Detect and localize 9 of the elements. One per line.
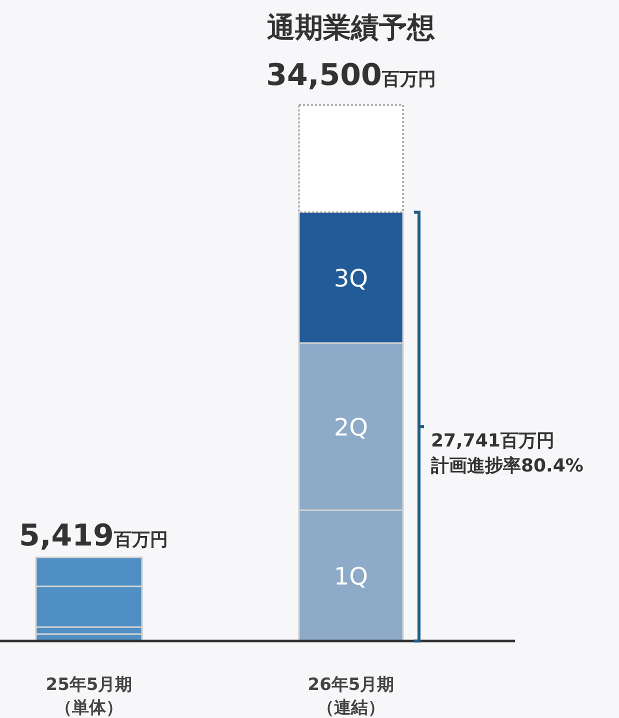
x-tick-label: 25年5月期（単体）: [46, 675, 132, 718]
series-label: 1Q: [334, 562, 368, 591]
text: 34,500百万円: [266, 58, 436, 93]
x-tick-label: 26年5月期（連結）: [308, 675, 394, 718]
series-label: 2Q: [334, 414, 368, 442]
annotation: 27,741百万円計画進捗率80.4%: [430, 430, 584, 477]
series-label: 3Q: [334, 264, 368, 293]
annotation: 5,419百万円: [19, 518, 168, 554]
text: 通期業績予想: [267, 11, 435, 44]
